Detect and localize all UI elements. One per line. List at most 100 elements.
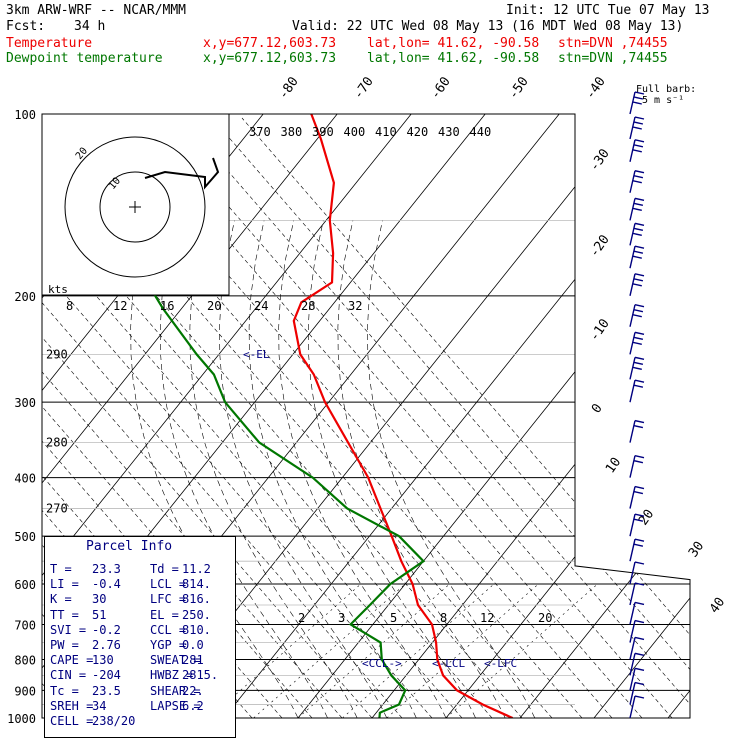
parcel-label: CELL = [50,714,94,728]
isotherm-label: -70 [351,74,377,102]
moist-adiabat [219,220,388,718]
parcel-value: 30 [92,592,107,607]
wet-bulb-label: 24 [254,299,268,313]
barb-flag [634,273,645,277]
barb-flag [632,341,642,346]
parcel-value: 23.3 [92,562,121,576]
isotherm [667,114,690,718]
mixing-ratio-label: 5 [390,611,397,625]
isotherm [42,114,338,718]
barb-flag [633,518,644,522]
barb-flag [634,245,645,249]
barb-legend-line1: Full barb: [636,84,697,95]
barb-flag [632,255,642,259]
barb-flag [632,314,642,318]
wet-bulb-label: 16 [160,299,174,313]
parcel-value: 2.76 [92,638,121,652]
barb-225 [629,304,645,327]
barb-flag [633,250,644,254]
parcel-label: PW = [50,638,79,652]
legend-temperature-xy: x,y=677.12,603.73 [203,36,337,51]
barb-flag [633,96,644,100]
isotherm-label: -10 [587,316,613,344]
barb-staff [629,668,636,691]
barb-120 [629,139,645,162]
isotherm-label: 10 [603,455,624,476]
isotherm-label: -20 [587,232,613,260]
barb-275 [629,356,645,380]
mixing-ratio-line [342,583,495,718]
barb-flag [634,513,645,517]
isotherm-label: 20 [636,507,657,528]
barb-staff [629,695,636,719]
barb-staff [629,91,636,115]
barb-600 [629,561,645,585]
ccl-marker: <CCL-> [362,657,402,670]
barb-flag [634,379,645,383]
parcel-value: -0.2 [92,622,121,637]
moist-adiabat [367,220,536,718]
barb-staff [629,620,636,643]
barb-flag [634,356,645,361]
theta-e-label: 410 [375,125,397,139]
theta-e-label: 400 [344,125,366,139]
legend-dewpoint-latlon: lat,lon= 41.62, -90.58 [367,51,540,66]
hodograph-trace [144,157,220,190]
mixing-ratio-line [297,583,450,718]
moist-adiabat [307,220,476,718]
barb-flag [634,652,645,657]
barb-135 [629,170,645,193]
parcel-value: 11.2 [182,562,211,576]
dry-adiabat-label: 270 [46,502,68,516]
barb-750 [629,619,645,643]
barb-650 [629,582,645,606]
barb-400 [629,454,645,478]
parcel-value: 51 [92,607,107,622]
barb-staff [629,273,636,296]
theta-e-label: 420 [407,125,429,139]
parcel-value: -204 [92,668,121,683]
mixing-ratio-line [209,583,361,718]
isotherm-label: 40 [707,595,728,616]
model-title: 3km ARW-WRF -- NCAR/MMM [6,3,187,18]
pressure-tick-label: 400 [14,472,36,486]
parcel-value: 238/20 [92,714,136,728]
wet-bulb-label: 28 [301,299,315,313]
barb-flag [633,309,644,313]
wet-bulb-label: 8 [66,299,73,313]
barb-staff [629,420,636,443]
mixing-ratio-line [386,583,539,718]
isotherm [371,114,690,718]
barb-flag [633,175,644,179]
parcel-value: 6.2 [182,698,204,713]
parcel-value: 281 [182,653,204,668]
barb-staff [629,514,636,537]
barb-flag [632,149,642,153]
barb-flag [632,101,642,105]
isotherm-label: -40 [583,74,609,102]
forecast-label: Fcst: [6,19,46,34]
barb-flag [634,454,645,459]
barb-flag [633,121,644,125]
parcel-label: LI = [50,577,79,592]
barb-staff [629,198,636,221]
dry-adiabat [151,117,673,718]
theta-e-label: 440 [470,125,492,139]
mixing-ratio-line [253,583,406,718]
barb-flag [634,582,645,586]
parcel-label: LAPSE = [150,698,201,713]
dry-adiabat [0,118,12,718]
parcel-value: 250. [182,607,211,622]
mixing-ratio-line [445,583,598,718]
legend-temperature-latlon: lat,lon= 41.62, -90.58 [367,36,540,51]
mixing-ratio-label: 20 [538,611,552,625]
hodograph-units: kts [48,283,68,296]
lcl-marker: <-LCL [432,657,465,670]
mixing-ratio-label: 2 [298,611,305,625]
legend-dewpoint: Dewpoint temperature [6,51,163,66]
isotherm-label: -60 [428,74,454,102]
pressure-tick-label: 100 [14,108,36,122]
dry-adiabat-label: 290 [46,347,68,361]
isotherm-label: -50 [506,74,532,102]
isotherm [445,114,690,718]
